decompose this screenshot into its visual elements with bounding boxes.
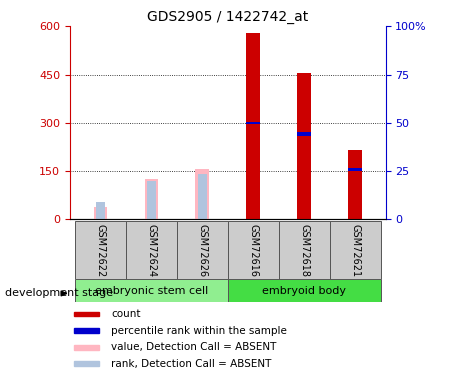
Text: GSM72616: GSM72616 [248, 224, 258, 277]
Text: GSM72624: GSM72624 [147, 224, 156, 277]
Bar [297, 132, 311, 136]
Bar [147, 181, 156, 219]
FancyBboxPatch shape [126, 221, 177, 279]
Text: GSM72626: GSM72626 [197, 224, 207, 277]
Text: embryonic stem cell: embryonic stem cell [95, 286, 208, 296]
Bar [297, 73, 311, 219]
Bar [74, 345, 99, 350]
Bar [246, 122, 260, 124]
FancyBboxPatch shape [330, 221, 381, 279]
FancyBboxPatch shape [228, 221, 279, 279]
Bar [246, 33, 260, 219]
Bar [195, 170, 209, 219]
Bar [198, 174, 207, 219]
Text: embryoid body: embryoid body [262, 286, 346, 296]
Text: GSM72622: GSM72622 [96, 224, 106, 277]
FancyBboxPatch shape [228, 279, 381, 302]
Bar [96, 202, 105, 219]
Text: GSM72618: GSM72618 [299, 224, 309, 277]
Text: GSM72621: GSM72621 [350, 224, 360, 277]
Text: count: count [111, 309, 141, 319]
FancyBboxPatch shape [177, 221, 228, 279]
Bar [74, 312, 99, 316]
Bar [74, 328, 99, 333]
Text: value, Detection Call = ABSENT: value, Detection Call = ABSENT [111, 342, 277, 352]
Bar [348, 150, 362, 219]
Text: development stage: development stage [5, 288, 113, 298]
FancyBboxPatch shape [75, 279, 228, 302]
Text: rank, Detection Call = ABSENT: rank, Detection Call = ABSENT [111, 359, 272, 369]
FancyBboxPatch shape [279, 221, 330, 279]
Bar [144, 179, 158, 219]
Text: percentile rank within the sample: percentile rank within the sample [111, 326, 287, 336]
Bar [74, 362, 99, 366]
Bar [94, 207, 107, 219]
Title: GDS2905 / 1422742_at: GDS2905 / 1422742_at [147, 10, 308, 24]
Bar [348, 168, 362, 171]
FancyBboxPatch shape [75, 221, 126, 279]
